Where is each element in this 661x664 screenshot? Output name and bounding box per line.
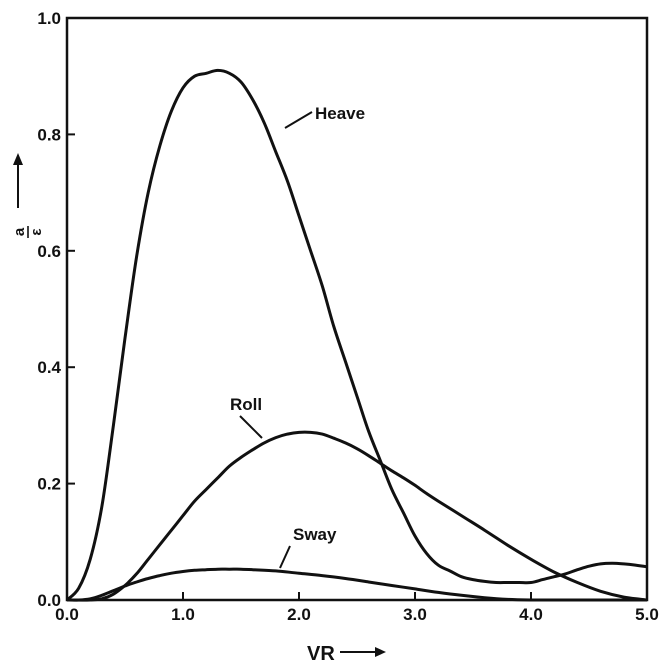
curve-label-sway: Sway xyxy=(293,525,337,544)
plot-frame xyxy=(65,16,649,602)
x-axis-label: VR xyxy=(307,643,335,664)
curve-label-heave: Heave xyxy=(315,104,365,123)
roll-curve xyxy=(66,430,648,602)
tick-labels: 0.0 1.0 2.0 3.0 4.0 5.0 0.0 0.2 0.4 0.6 0.8 1.0 xyxy=(37,9,658,624)
sway-leader xyxy=(279,545,291,569)
curves xyxy=(65,68,648,602)
y-axis-label: a ε xyxy=(11,226,45,238)
x-axis-arrow xyxy=(340,647,386,657)
x-tick-label: 3.0 xyxy=(403,605,427,624)
y-axis-arrow xyxy=(13,153,23,208)
y-tick-label: 1.0 xyxy=(37,9,61,28)
y-tick-label: 0.4 xyxy=(37,358,61,377)
x-tick-label: 4.0 xyxy=(519,605,543,624)
y-axis-label-denominator: ε xyxy=(28,228,45,235)
curve-label-roll: Roll xyxy=(230,395,262,414)
x-tick-label: 2.0 xyxy=(287,605,311,624)
label-leaders xyxy=(239,111,313,569)
y-tick-label: 0.6 xyxy=(37,242,61,261)
y-tick-label: 0.0 xyxy=(37,591,61,610)
x-tick-label: 0.0 xyxy=(55,605,79,624)
x-tick-label: 1.0 xyxy=(171,605,195,624)
y-tick-label: 0.8 xyxy=(37,125,61,144)
heave-curve xyxy=(65,68,648,602)
x-tick-label: 5.0 xyxy=(635,605,659,624)
y-axis-label-numerator: a xyxy=(11,227,28,236)
roll-leader xyxy=(239,415,263,439)
y-tick-label: 0.2 xyxy=(37,475,61,494)
sway-curve xyxy=(66,567,647,602)
heave-leader xyxy=(284,111,313,129)
